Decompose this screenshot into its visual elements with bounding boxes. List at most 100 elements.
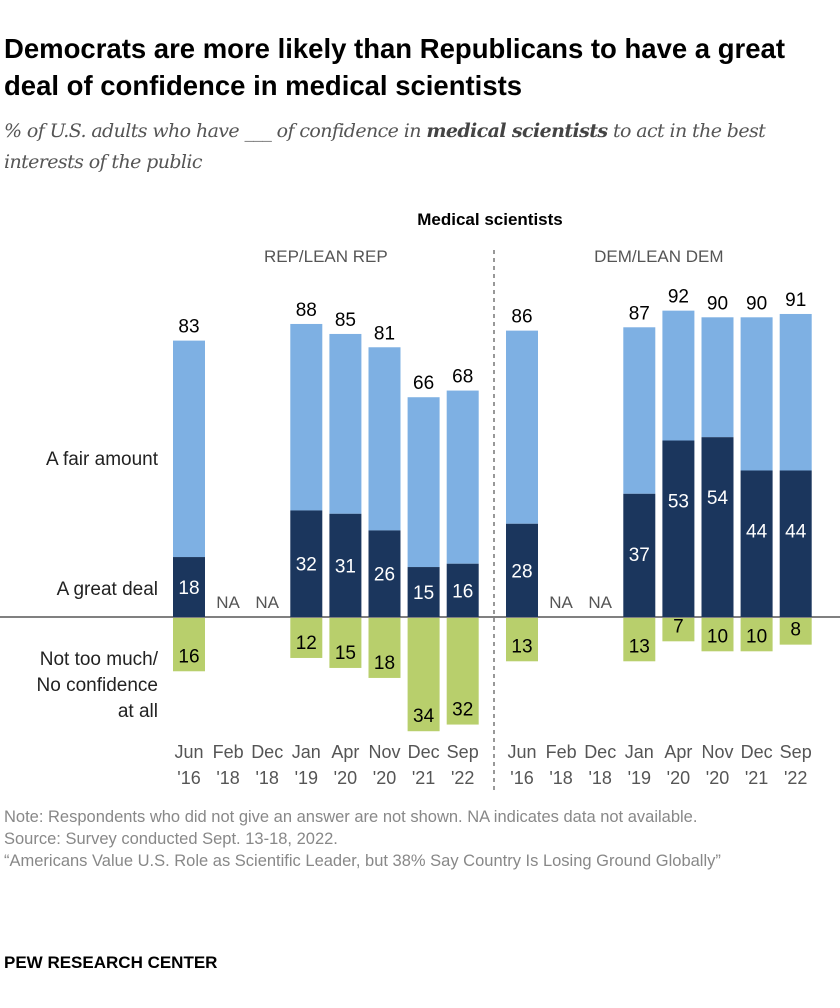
x-tick-label: '20 xyxy=(373,768,396,788)
x-tick-label: '18 xyxy=(549,768,572,788)
bar-fair-amount xyxy=(662,310,695,441)
bar-fair-amount xyxy=(740,317,773,471)
x-tick-label: '21 xyxy=(412,768,435,788)
great-deal-label: 26 xyxy=(374,565,395,586)
bar-great-deal xyxy=(329,513,362,617)
x-tick-label: '22 xyxy=(451,768,474,788)
bar-great-deal xyxy=(701,437,734,617)
great-deal-label: 44 xyxy=(746,521,768,542)
bar-fair-amount xyxy=(623,327,656,494)
x-tick-label: Sep xyxy=(447,742,479,762)
bar-not-too-much xyxy=(506,618,538,662)
x-tick-label: '19 xyxy=(295,768,318,788)
bar-not-too-much xyxy=(623,618,656,662)
not-too-much-label: 18 xyxy=(374,653,395,674)
x-tick-label: Apr xyxy=(664,742,692,762)
bar-great-deal xyxy=(740,470,773,617)
subtitle-bold: medical scientists xyxy=(426,120,608,142)
source-text: Source: Survey conducted Sept. 13-18, 20… xyxy=(4,830,338,848)
total-label: 68 xyxy=(452,367,473,388)
chart-title: Democrats are more likely than Republica… xyxy=(4,33,785,101)
bar-fair-amount xyxy=(290,323,323,511)
x-tick-label: '18 xyxy=(216,768,239,788)
x-tick-label: '20 xyxy=(667,768,690,788)
x-tick-label: Dec xyxy=(584,742,616,762)
great-deal-label: 31 xyxy=(335,556,356,577)
bar-not-too-much xyxy=(407,618,440,732)
great-deal-label: 28 xyxy=(511,561,532,582)
bar-great-deal xyxy=(623,493,656,617)
na-label: NA xyxy=(549,593,573,612)
great-deal-label: 54 xyxy=(707,488,729,509)
bar-not-too-much xyxy=(701,618,734,652)
row-label-great: A great deal xyxy=(57,579,158,600)
bar-great-deal xyxy=(662,440,695,617)
row-label-fair: A fair amount xyxy=(46,449,159,470)
not-too-much-label: 7 xyxy=(673,616,684,637)
x-tick-label: Dec xyxy=(408,742,440,762)
x-tick-label: Dec xyxy=(251,742,283,762)
x-tick-label: '18 xyxy=(588,768,611,788)
great-deal-label: 53 xyxy=(668,492,689,513)
x-tick-label: '18 xyxy=(255,768,278,788)
not-too-much-label: 34 xyxy=(413,706,435,727)
x-tick-label: '21 xyxy=(745,768,768,788)
bar-fair-amount xyxy=(173,340,205,558)
pew-logo: PEW RESEARCH CENTER xyxy=(4,953,218,972)
total-label: 92 xyxy=(668,287,689,308)
na-label: NA xyxy=(216,593,240,612)
bar-great-deal xyxy=(290,510,323,617)
not-too-much-label: 15 xyxy=(335,643,356,664)
bar-chart: Medical scientists A fair amount A great d… xyxy=(0,210,840,790)
panel-label: REP/LEAN REP xyxy=(264,247,388,266)
total-label: 83 xyxy=(178,317,199,338)
report-text: “Americans Value U.S. Role as Scientific… xyxy=(4,852,721,870)
not-too-much-label: 13 xyxy=(511,636,532,657)
x-tick-label: Feb xyxy=(546,742,577,762)
total-label: 87 xyxy=(629,303,650,324)
bar-not-too-much xyxy=(173,618,205,672)
not-too-much-label: 32 xyxy=(452,700,473,721)
bar-fair-amount xyxy=(407,397,440,568)
great-deal-label: 37 xyxy=(629,545,650,566)
not-too-much-label: 12 xyxy=(296,633,317,654)
bar-not-too-much xyxy=(662,618,695,642)
x-tick-label: Jun xyxy=(174,742,203,762)
total-label: 90 xyxy=(746,293,767,314)
great-deal-label: 15 xyxy=(413,583,434,604)
bar-not-too-much xyxy=(446,618,479,725)
x-tick-label: '16 xyxy=(177,768,200,788)
bar-fair-amount xyxy=(701,317,734,438)
subtitle-text: % of U.S. adults who have ___ of confide… xyxy=(4,120,427,142)
not-too-much-label: 10 xyxy=(707,626,728,647)
x-tick-label: Jun xyxy=(507,742,536,762)
bar-great-deal xyxy=(407,567,440,617)
bar-great-deal xyxy=(368,530,401,617)
not-too-much-label: 8 xyxy=(790,620,801,641)
bar-great-deal xyxy=(779,470,812,617)
bar-not-too-much xyxy=(779,618,812,645)
great-deal-label: 18 xyxy=(178,578,199,599)
x-tick-label: Apr xyxy=(331,742,359,762)
x-tick-label: Jan xyxy=(625,742,654,762)
subtitle-text-end: to act in the best interests of the publ… xyxy=(4,120,766,173)
total-label: 86 xyxy=(511,307,532,328)
total-label: 66 xyxy=(413,373,434,394)
bar-great-deal xyxy=(446,563,479,617)
bar-not-too-much xyxy=(290,618,323,658)
panel-title: Medical scientists xyxy=(417,210,563,229)
chart-subtitle: % of U.S. adults who have ___ of confide… xyxy=(4,116,834,178)
total-label: 88 xyxy=(296,300,317,321)
bar-not-too-much xyxy=(368,618,401,678)
not-too-much-label: 16 xyxy=(178,646,199,667)
x-tick-label: '16 xyxy=(510,768,533,788)
bar-fair-amount xyxy=(368,347,401,531)
great-deal-label: 16 xyxy=(452,581,473,602)
total-label: 85 xyxy=(335,310,356,331)
total-label: 91 xyxy=(785,290,806,311)
x-tick-label: Dec xyxy=(741,742,773,762)
bar-not-too-much xyxy=(329,618,362,668)
great-deal-label: 32 xyxy=(296,555,317,576)
notes: Note: Respondents who did not give an an… xyxy=(4,806,804,872)
x-tick-label: Nov xyxy=(701,742,733,762)
